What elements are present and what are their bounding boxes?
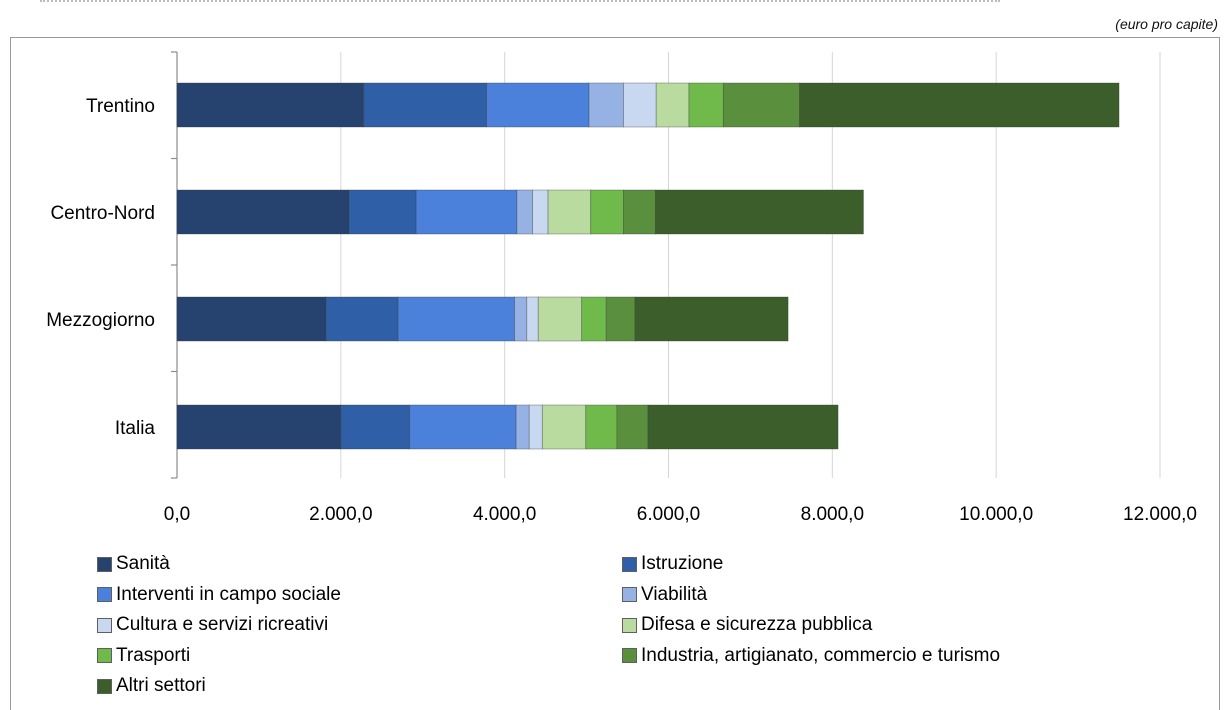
legend-swatch [97, 556, 112, 572]
bar-segment [537, 296, 583, 342]
bar-segment [588, 82, 624, 128]
x-tick-label: 0,0 [164, 504, 190, 525]
category-label: Italia [115, 418, 156, 439]
legend-label: Altri settori [116, 675, 206, 697]
bar-segment [532, 189, 549, 235]
legend-swatch [97, 587, 112, 603]
legend-swatch [622, 617, 637, 633]
bar-segment [799, 82, 1120, 128]
bar-segment [688, 82, 724, 128]
bar-segment [397, 296, 515, 342]
legend-item: Istruzione [622, 549, 1162, 580]
x-tick-label: 2.000,0 [309, 504, 372, 525]
bar-segment [176, 404, 342, 450]
bar-segment [722, 82, 800, 128]
bar-segment [541, 404, 587, 450]
legend-swatch [97, 678, 112, 694]
bar-segment [634, 296, 789, 342]
legend-label: Cultura e servizi ricreativi [116, 614, 329, 636]
bar-chart: Trentino Centro-Nord Mezzogiorno Italia 0,0 2… [46, 51, 1197, 525]
bar-segment [515, 404, 530, 450]
bar-segment [581, 296, 607, 342]
bar-segment [547, 189, 592, 235]
bar-segment [616, 404, 649, 450]
bar-segment [623, 82, 657, 128]
legend-swatch [97, 617, 112, 633]
bar-segment [526, 296, 539, 342]
unit-note: (euro pro capite) [1115, 16, 1218, 32]
legend-item: Interventi in campo sociale [97, 580, 622, 611]
legend-item: Trasporti [97, 641, 622, 672]
chart-frame [10, 37, 1220, 710]
legend-label: Difesa e sicurezza pubblica [641, 614, 873, 636]
bar-segment [409, 404, 517, 450]
legend-label: Istruzione [641, 553, 724, 575]
bar-segment [415, 189, 518, 235]
chart-legend: Sanità Istruzione Interventi in campo soci… [97, 549, 1207, 709]
category-label: Trentino [86, 96, 155, 117]
legend-item: Altri settori [97, 671, 622, 702]
legend-label: Interventi in campo sociale [116, 583, 341, 605]
x-tick-label: 12.000,0 [1123, 504, 1197, 525]
legend-label: Sanità [116, 553, 170, 575]
legend-swatch [622, 556, 637, 572]
legend-swatch [622, 648, 637, 664]
category-label: Centro-Nord [50, 203, 155, 224]
cropped-title-fragment [40, 0, 1220, 9]
legend-item: Difesa e sicurezza pubblica [622, 610, 1162, 641]
bar-segment [486, 82, 590, 128]
bar-segment [528, 404, 543, 450]
bar-segment [176, 189, 350, 235]
x-tick-label: 4.000,0 [473, 504, 536, 525]
legend-label: Viabilità [641, 583, 708, 605]
bar-segment [585, 404, 618, 450]
bar-segment [325, 296, 399, 342]
bar-segment [363, 82, 488, 128]
bar-segment [647, 404, 839, 450]
bar-segment [348, 189, 417, 235]
legend-label: Industria, artigianato, commercio e turi… [641, 644, 1001, 666]
legend-item: Industria, artigianato, commercio e turi… [622, 641, 1162, 672]
legend-swatch [622, 587, 637, 603]
bar-segment [176, 82, 365, 128]
bar-segment [516, 189, 533, 235]
legend-item: Viabilità [622, 580, 1162, 611]
bar-segment [623, 189, 656, 235]
x-tick-label: 8.000,0 [801, 504, 864, 525]
bar-segment [514, 296, 528, 342]
bar-segment [655, 82, 690, 128]
legend-item: Cultura e servizi ricreativi [97, 610, 622, 641]
bar-segment [654, 189, 864, 235]
bar-segment [176, 296, 327, 342]
bar-segment [340, 404, 411, 450]
category-label: Mezzogiorno [46, 310, 155, 331]
bar-segment [590, 189, 624, 235]
x-tick-label: 10.000,0 [959, 504, 1033, 525]
bar-segment [605, 296, 636, 342]
legend-label: Trasporti [116, 644, 191, 666]
legend-swatch [97, 648, 112, 664]
x-tick-label: 6.000,0 [637, 504, 700, 525]
legend-item: Sanità [97, 549, 622, 580]
